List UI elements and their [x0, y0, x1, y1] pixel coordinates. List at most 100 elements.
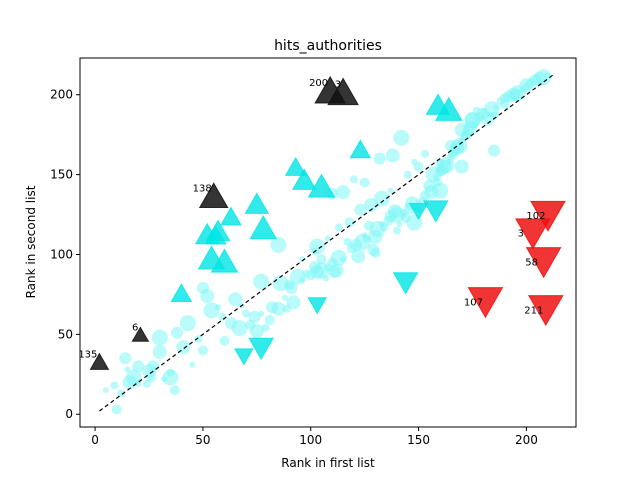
cluster-point: [200, 289, 215, 304]
cluster-point: [231, 319, 248, 336]
cluster-point: [396, 221, 403, 228]
cluster-point: [316, 254, 327, 265]
bottom-annotated-marker: [515, 218, 551, 250]
cluster-point: [413, 161, 424, 172]
cluster-point: [403, 170, 412, 179]
cluster-point: [340, 256, 347, 263]
cluster-point: [370, 247, 381, 258]
cluster-point: [228, 292, 243, 307]
cluster-point: [197, 345, 208, 356]
cluster-point: [334, 223, 343, 232]
y-tick-label: 100: [50, 247, 73, 261]
x-tick-label: 0: [91, 433, 99, 447]
cluster-point: [373, 190, 390, 207]
up-triangle-marker: [244, 192, 270, 214]
cluster-point: [162, 369, 179, 386]
cluster-point: [261, 323, 270, 332]
cluster-point: [493, 104, 500, 111]
cluster-point: [151, 329, 168, 346]
cluster-point: [281, 294, 288, 301]
cluster-point: [336, 185, 351, 200]
cluster-point: [171, 326, 184, 339]
cluster-point: [285, 282, 298, 295]
cluster-point: [393, 129, 410, 146]
diagonal-line: [99, 73, 555, 412]
cluster-point: [194, 335, 203, 344]
down-triangle-marker: [234, 348, 254, 366]
point-annotation: 138: [193, 183, 212, 194]
point-annotation: 211: [524, 305, 543, 316]
bottom-annotated-marker: [527, 295, 564, 327]
cluster-point: [454, 122, 469, 137]
cluster-point: [110, 381, 119, 390]
top-annotated-marker: [198, 182, 229, 209]
cluster-point: [432, 182, 449, 199]
cluster-point: [102, 387, 109, 394]
cluster-point: [464, 112, 481, 129]
up-triangle-marker: [349, 139, 372, 159]
cluster-point: [189, 361, 196, 368]
cluster-point: [387, 187, 394, 194]
up-triangle-marker: [205, 219, 231, 242]
up-triangle-marker: [307, 173, 336, 198]
cluster-point: [499, 99, 510, 110]
cluster-point: [124, 366, 131, 373]
cluster-point: [258, 310, 265, 317]
down-triangle-marker: [307, 297, 328, 315]
cluster-point: [351, 249, 366, 264]
cluster-point: [344, 217, 355, 228]
point-annotation: 6: [132, 322, 138, 333]
top-annotated-marker: [89, 352, 110, 370]
point-annotation: 58: [525, 257, 538, 268]
bottom-annotated-marker: [525, 247, 562, 279]
chart-title: hits_authorities: [274, 38, 382, 54]
cluster-point: [286, 295, 301, 310]
x-tick-label: 200: [515, 433, 538, 447]
cluster-point: [116, 389, 125, 398]
bottom-annotated-marker: [467, 287, 504, 319]
cluster-point: [270, 236, 287, 253]
cluster-point: [242, 309, 251, 318]
cluster-point: [179, 315, 196, 332]
cluster-point: [421, 149, 430, 158]
marker-layer: [89, 75, 566, 370]
cluster-point: [349, 175, 358, 184]
cluster-point: [509, 88, 522, 101]
y-tick-label: 150: [50, 168, 73, 182]
x-tick-label: 50: [195, 433, 210, 447]
cluster-point: [325, 235, 331, 242]
cluster-point: [249, 324, 264, 339]
up-triangle-marker: [249, 215, 278, 240]
x-axis: 0 50 100 150 200: [91, 427, 538, 447]
cluster-point: [444, 139, 457, 152]
cluster-point: [519, 78, 534, 93]
up-triangle-marker: [434, 96, 463, 121]
cluster-point: [329, 263, 344, 278]
cluster-point: [373, 152, 386, 165]
down-triangle-marker: [248, 337, 275, 361]
cluster-point: [119, 352, 132, 365]
cluster-point: [322, 275, 329, 282]
point-annotation: 200: [309, 78, 328, 89]
cluster-point: [435, 158, 446, 169]
point-annotation: 107: [464, 297, 483, 308]
y-axis: 0 50 100 150 200: [50, 88, 80, 421]
x-tick-label: 100: [299, 433, 322, 447]
x-tick-label: 150: [407, 433, 430, 447]
cluster-point: [152, 344, 167, 359]
point-annotation: 135: [78, 350, 97, 361]
plot-frame: [79, 57, 577, 428]
cluster-point: [299, 256, 306, 263]
cluster-point: [299, 277, 306, 284]
cluster-point: [169, 385, 180, 396]
cluster-point: [488, 144, 501, 157]
cluster-point: [219, 335, 230, 346]
y-tick-label: 0: [65, 407, 73, 421]
y-tick-label: 50: [58, 327, 73, 341]
cluster-point: [264, 314, 275, 325]
cluster-point: [132, 360, 145, 373]
down-triangle-marker: [392, 272, 419, 295]
cluster-point: [385, 148, 400, 163]
